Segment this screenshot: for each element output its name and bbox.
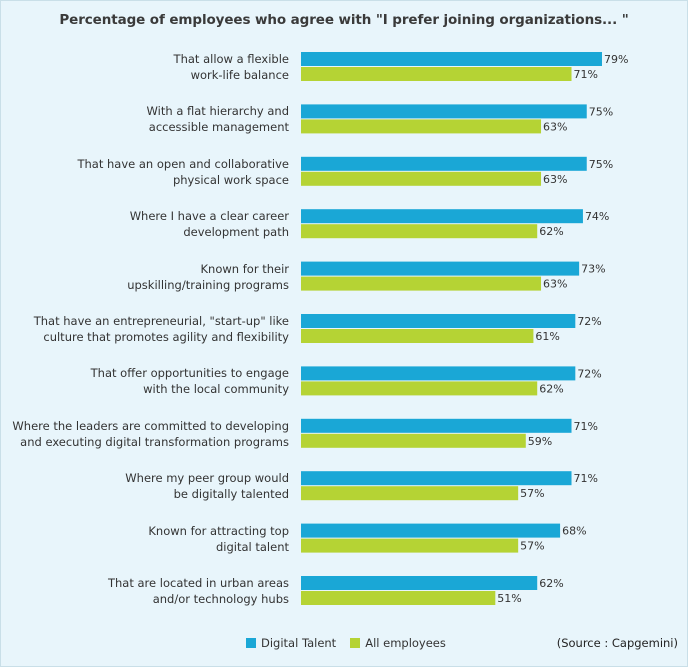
data-label-digital-talent-7: 71% [574, 420, 598, 433]
category-label-line: With a flat hierarchy and [146, 104, 289, 119]
data-label-digital-talent-3: 74% [585, 210, 609, 223]
category-label-7: Where the leaders are committed to devel… [0, 418, 289, 450]
data-label-all-employees-9: 57% [520, 540, 544, 553]
data-label-digital-talent-2: 75% [589, 158, 613, 171]
bar-all-employees-8 [301, 486, 519, 501]
legend-label-digital-talent: Digital Talent [261, 636, 337, 650]
category-label-line: culture that promotes agility and flexib… [43, 330, 289, 344]
source-note: (Source : Capgemini) [556, 636, 678, 650]
category-label-line: Known for attracting top [148, 523, 289, 538]
bar-all-employees-2 [301, 171, 542, 186]
data-label-all-employees-0: 71% [574, 68, 598, 81]
legend-item-all-employees: All employees [350, 636, 446, 650]
bar-all-employees-1 [301, 119, 542, 134]
data-label-digital-talent-8: 71% [574, 472, 598, 485]
category-label-line: That are located in urban areas [107, 576, 289, 590]
category-label-line: Known for their [200, 261, 289, 276]
bar-digital-talent-3 [301, 209, 583, 224]
bar-digital-talent-6 [301, 366, 576, 381]
bar-all-employees-10 [301, 591, 496, 605]
data-label-digital-talent-5: 72% [577, 315, 601, 328]
category-label-line: and executing digital transformation pro… [20, 434, 289, 449]
data-label-all-employees-10: 51% [497, 592, 521, 605]
data-label-all-employees-6: 62% [539, 382, 563, 395]
category-label-4: Known for their upskilling/training progr… [0, 261, 289, 293]
bar-digital-talent-10 [301, 576, 538, 590]
data-label-digital-talent-4: 73% [581, 263, 605, 276]
category-label-3: Where I have a clear career development p… [0, 208, 289, 240]
category-label-line: upskilling/training programs [127, 277, 289, 292]
bar-digital-talent-0 [301, 52, 602, 66]
category-label-line: That allow a flexible [173, 52, 289, 66]
category-label-8: Where my peer group would be digitally ta… [0, 470, 289, 502]
bar-all-employees-4 [301, 276, 542, 291]
legend-item-digital-talent: Digital Talent [246, 636, 336, 650]
category-label-9: Known for attracting top digital talent [0, 523, 289, 555]
data-label-all-employees-5: 61% [535, 330, 559, 343]
data-label-all-employees-8: 57% [520, 487, 544, 500]
category-label-line: That have an entrepreneurial, "start-up"… [33, 314, 289, 328]
data-label-digital-talent-9: 68% [562, 525, 586, 538]
bar-all-employees-7 [301, 433, 526, 448]
data-label-all-employees-7: 59% [528, 435, 552, 448]
legend-swatch-digital-talent [246, 638, 256, 648]
category-label-line: Where the leaders are committed to devel… [12, 418, 289, 433]
category-label-line: be digitally talented [173, 487, 289, 502]
category-label-line: Where I have a clear career [129, 209, 289, 224]
data-label-all-employees-1: 63% [543, 120, 567, 133]
bar-digital-talent-8 [301, 471, 572, 486]
bar-digital-talent-5 [301, 314, 576, 328]
category-label-line: work-life balance [190, 68, 289, 82]
bar-all-employees-0 [301, 67, 572, 81]
data-label-digital-talent-6: 72% [577, 367, 601, 380]
legend-label-all-employees: All employees [365, 636, 446, 650]
bar-all-employees-5 [301, 329, 534, 343]
category-label-line: That offer opportunities to engage [90, 366, 289, 381]
legend: Digital Talent All employees [246, 636, 460, 650]
chart-title: Percentage of employees who agree with "… [59, 12, 629, 28]
data-label-all-employees-3: 62% [539, 225, 563, 238]
bar-all-employees-6 [301, 381, 538, 396]
data-label-all-employees-4: 63% [543, 278, 567, 291]
category-label-line: and/or technology hubs [152, 592, 289, 606]
bar-digital-talent-7 [301, 418, 572, 433]
category-label-line: development path [183, 225, 289, 240]
category-label-5: That have an entrepreneurial, "start-up"… [0, 313, 289, 345]
data-label-digital-talent-10: 62% [539, 577, 563, 590]
data-label-all-employees-2: 63% [543, 173, 567, 186]
data-label-digital-talent-0: 79% [604, 53, 628, 66]
category-label-line: Where my peer group would [125, 471, 289, 486]
category-label-line: digital talent [215, 539, 289, 554]
legend-swatch-all-employees [350, 638, 361, 648]
bar-all-employees-3 [301, 224, 538, 239]
bar-digital-talent-1 [301, 104, 587, 119]
category-label-6: That offer opportunities to engage with t… [0, 365, 289, 397]
data-label-digital-talent-1: 75% [589, 105, 613, 118]
category-label-0: That allow a flexible work-life balance [0, 51, 289, 83]
bar-digital-talent-4 [301, 261, 580, 276]
category-label-line: That have an open and collaborative [77, 156, 289, 171]
bar-all-employees-9 [301, 538, 519, 553]
bar-digital-talent-9 [301, 523, 561, 538]
category-label-1: With a flat hierarchy and accessible mana… [0, 103, 289, 135]
category-label-10: That are located in urban areas and/or te… [0, 575, 289, 607]
bar-digital-talent-2 [301, 156, 587, 171]
category-label-line: accessible management [148, 120, 289, 135]
category-label-line: with the local community [143, 382, 289, 397]
category-label-2: That have an open and collaborative physi… [0, 156, 289, 188]
category-label-line: physical work space [172, 172, 289, 187]
